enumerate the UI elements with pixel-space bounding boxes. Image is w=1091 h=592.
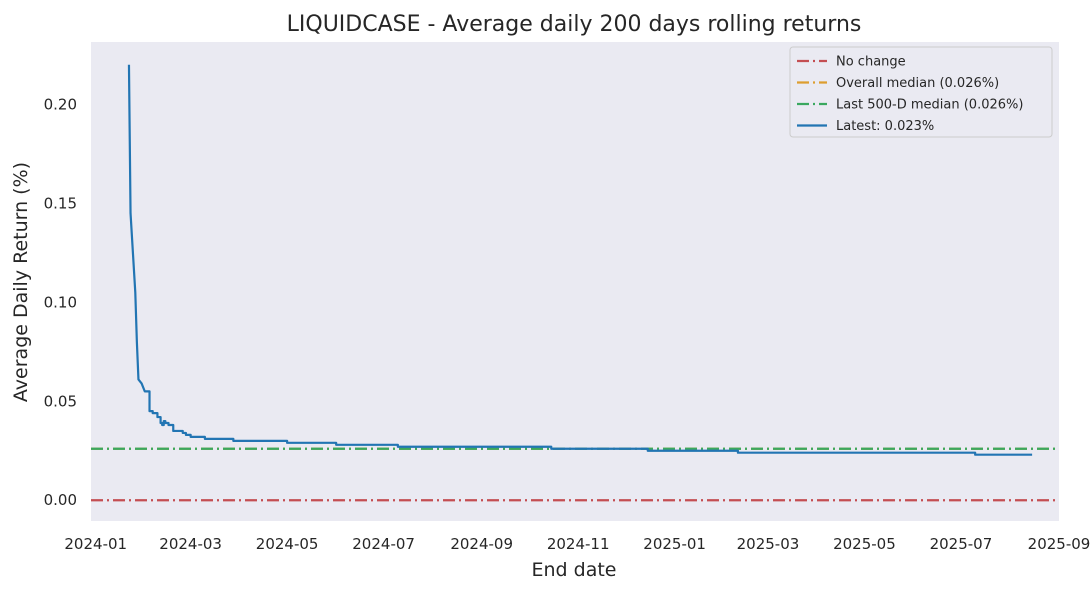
x-tick-label: 2024-03 [159,535,222,553]
legend-entry-label: Last 500-D median (0.026%) [836,98,1023,113]
legend: No change Overall median (0.026%) Last 500… [789,46,1053,138]
legend-box [789,46,1053,138]
x-tick-label: 2024-05 [256,535,319,553]
y-tick-label: 0.05 [44,392,77,410]
x-tick-label: 2024-01 [64,535,127,553]
y-tick-label: 0.00 [44,491,77,509]
x-axis-ticks: 2024-01 2024-03 2024-05 2024-07 2024-09 2024-… [64,535,1090,553]
y-tick-label: 0.10 [44,293,77,311]
x-tick-label: 2024-07 [352,535,415,553]
chart-title: LIQUIDCASE - Average daily 200 days roll… [287,12,862,37]
legend-entry-label: No change [836,55,906,70]
series-line-1 [127,64,1033,456]
x-tick-label: 2025-01 [643,535,706,553]
legend-entry-label: Latest: 0.023% [836,119,934,134]
x-tick-label: 2025-07 [930,535,993,553]
legend-entry-label: Overall median (0.026%) [836,76,999,91]
x-tick-label: 2025-09 [1028,535,1091,553]
x-tick-label: 2025-05 [833,535,896,553]
y-tick-label: 0.15 [44,194,77,212]
y-axis-ticks: 0.00 0.05 0.10 0.15 0.20 [44,95,77,509]
x-tick-label: 2024-11 [547,535,610,553]
x-tick-label: 2024-09 [450,535,513,553]
x-tick-label: 2025-03 [737,535,800,553]
y-axis-label: Average Daily Return (%) [10,162,32,402]
series-group [127,64,1033,456]
x-axis-label: End date [532,559,617,581]
y-tick-label: 0.20 [44,95,77,113]
